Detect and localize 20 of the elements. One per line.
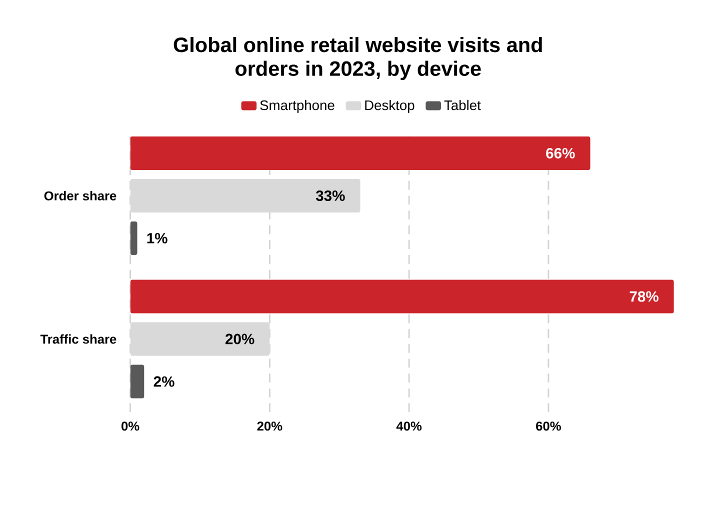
bar bbox=[130, 280, 674, 314]
data-label: 2% bbox=[154, 376, 174, 387]
x-tick-label: 60% bbox=[536, 422, 561, 431]
bar bbox=[130, 221, 138, 256]
x-tick-label: 0% bbox=[122, 422, 140, 431]
bar bbox=[130, 364, 144, 398]
data-label: 33% bbox=[316, 190, 345, 202]
data-label: 78% bbox=[630, 291, 658, 302]
legend-label: Desktop bbox=[365, 100, 414, 113]
y-tick-label: Traffic share bbox=[40, 334, 116, 344]
data-label: 20% bbox=[225, 334, 254, 344]
x-tick-label: 20% bbox=[257, 422, 282, 431]
bar bbox=[130, 136, 590, 170]
y-tick-label: Order share bbox=[44, 191, 116, 200]
x-tick-label: 40% bbox=[396, 422, 422, 431]
data-label: 66% bbox=[546, 148, 575, 159]
legend-label: Tablet bbox=[444, 100, 481, 110]
chart-title: Global online retail website visits and orders in 2023, by device bbox=[174, 37, 542, 80]
legend-label: Smartphone bbox=[260, 100, 334, 113]
data-label: 1% bbox=[147, 233, 168, 244]
